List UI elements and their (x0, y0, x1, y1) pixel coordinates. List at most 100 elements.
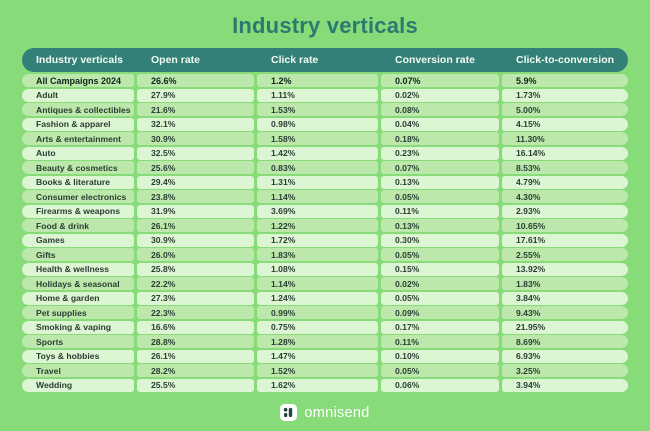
value-cell: 1.52% (257, 364, 378, 377)
value-cell: 0.02% (381, 88, 499, 102)
page-title: Industry verticals (232, 13, 418, 38)
value-cell: 32.5% (137, 146, 254, 160)
value-cell: 28.8% (137, 335, 254, 348)
value-cell: 0.08% (381, 103, 499, 116)
table-row: Home & garden 27.3% 1.24% 0.05% 3.84% (22, 291, 628, 305)
value-cell: 1.11% (257, 88, 378, 102)
value-cell: 6.93% (502, 349, 628, 363)
value-cell: 1.83% (502, 277, 628, 290)
table-row: Health & wellness 25.8% 1.08% 0.15% 13.92% (22, 262, 628, 276)
table-row: Smoking & vaping 16.6% 0.75% 0.17% 21.95% (22, 320, 628, 334)
industry-cell: Beauty & cosmetics (22, 161, 134, 174)
industry-cell: Adult (22, 88, 134, 102)
column-header: Open rate (151, 54, 201, 66)
value-cell: 1.24% (257, 291, 378, 305)
value-cell: 25.5% (137, 378, 254, 392)
value-cell: 1.22% (257, 219, 378, 232)
value-cell: 2.55% (502, 248, 628, 261)
value-cell: 0.23% (381, 146, 499, 160)
table-body: All Campaigns 2024 26.6% 1.2% 0.07% 5.9% Adul… (22, 74, 628, 392)
industry-cell: Antiques & collectibles (22, 103, 134, 116)
value-cell: 28.2% (137, 364, 254, 377)
value-cell: 0.13% (381, 175, 499, 189)
column-header: Click rate (271, 54, 319, 66)
table-row: Beauty & cosmetics 25.6% 0.83% 0.07% 8.53% (22, 161, 628, 174)
value-cell: 0.10% (381, 349, 499, 363)
value-cell: 0.18% (381, 132, 499, 145)
value-cell: 0.98% (257, 117, 378, 131)
value-cell: 0.83% (257, 161, 378, 174)
brand-name: omnisend (304, 404, 370, 421)
value-cell: 8.69% (502, 335, 628, 348)
footer-brand: omnisend (0, 404, 650, 421)
industry-cell: Consumer electronics (22, 190, 134, 203)
value-cell: 0.07% (381, 161, 499, 174)
value-cell: 16.14% (502, 146, 628, 160)
industry-cell: Games (22, 233, 134, 247)
value-cell: 1.53% (257, 103, 378, 116)
value-cell: 26.1% (137, 219, 254, 232)
table-row: Travel 28.2% 1.52% 0.05% 3.25% (22, 364, 628, 377)
table-row: Gifts 26.0% 1.83% 0.05% 2.55% (22, 248, 628, 261)
value-cell: 21.6% (137, 103, 254, 116)
value-cell: 0.02% (381, 277, 499, 290)
industry-cell: Food & drink (22, 219, 134, 232)
value-cell: 1.42% (257, 146, 378, 160)
industry-cell: Travel (22, 364, 134, 377)
value-cell: 27.3% (137, 291, 254, 305)
industry-cell: Firearms & weapons (22, 204, 134, 218)
value-cell: 0.99% (257, 306, 378, 319)
value-cell: 0.05% (381, 364, 499, 377)
industry-cell: Wedding (22, 378, 134, 392)
value-cell: 0.11% (381, 204, 499, 218)
industry-cell: Auto (22, 146, 134, 160)
value-cell: 4.79% (502, 175, 628, 189)
value-cell: 21.95% (502, 320, 628, 334)
column-header: Conversion rate (395, 54, 475, 66)
value-cell: 0.75% (257, 320, 378, 334)
value-cell: 3.69% (257, 204, 378, 218)
industry-cell: Holidays & seasonal (22, 277, 134, 290)
value-cell: 1.14% (257, 277, 378, 290)
value-cell: 3.94% (502, 378, 628, 392)
value-cell: 1.62% (257, 378, 378, 392)
value-cell: 30.9% (137, 233, 254, 247)
value-cell: 16.6% (137, 320, 254, 334)
table-row: Food & drink 26.1% 1.22% 0.13% 10.65% (22, 219, 628, 232)
value-cell: 1.72% (257, 233, 378, 247)
value-cell: 0.04% (381, 117, 499, 131)
value-cell: 23.8% (137, 190, 254, 203)
value-cell: 0.13% (381, 219, 499, 232)
value-cell: 0.05% (381, 248, 499, 261)
table-row: Antiques & collectibles 21.6% 1.53% 0.08% 5.… (22, 103, 628, 116)
value-cell: 8.53% (502, 161, 628, 174)
table-row: Toys & hobbies 26.1% 1.47% 0.10% 6.93% (22, 349, 628, 363)
value-cell: 3.25% (502, 364, 628, 377)
industry-cell: Toys & hobbies (22, 349, 134, 363)
value-cell: 13.92% (502, 262, 628, 276)
value-cell: 1.58% (257, 132, 378, 145)
value-cell: 26.6% (137, 74, 254, 87)
table-row: Wedding 25.5% 1.62% 0.06% 3.94% (22, 378, 628, 392)
omnisend-logo-icon (280, 404, 298, 421)
value-cell: 25.8% (137, 262, 254, 276)
table-row: Adult 27.9% 1.11% 0.02% 1.73% (22, 88, 628, 102)
table-row: Sports 28.8% 1.28% 0.11% 8.69% (22, 335, 628, 348)
value-cell: 11.30% (502, 132, 628, 145)
industry-cell: Pet supplies (22, 306, 134, 319)
value-cell: 0.11% (381, 335, 499, 348)
value-cell: 1.73% (502, 88, 628, 102)
value-cell: 0.05% (381, 190, 499, 203)
value-cell: 31.9% (137, 204, 254, 218)
value-cell: 0.06% (381, 378, 499, 392)
table-row: Auto 32.5% 1.42% 0.23% 16.14% (22, 146, 628, 160)
value-cell: 3.84% (502, 291, 628, 305)
value-cell: 1.83% (257, 248, 378, 261)
table-row: Pet supplies 22.3% 0.99% 0.09% 9.43% (22, 306, 628, 319)
industry-cell: Fashion & apparel (22, 117, 134, 131)
value-cell: 9.43% (502, 306, 628, 319)
table-header: Industry verticals Open rate Click rate Con… (22, 48, 628, 72)
value-cell: 22.2% (137, 277, 254, 290)
value-cell: 26.0% (137, 248, 254, 261)
value-cell: 0.17% (381, 320, 499, 334)
